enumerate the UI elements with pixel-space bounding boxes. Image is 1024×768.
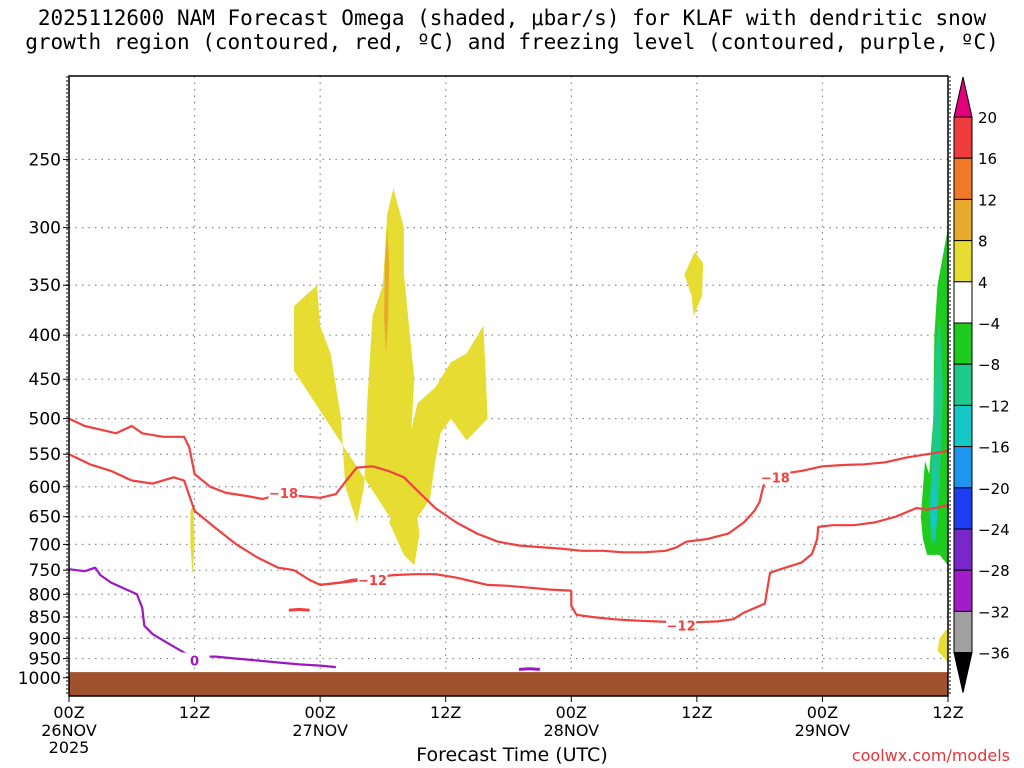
colorbar-label: −12 xyxy=(978,397,1010,415)
chart-title: 2025112600 NAM Forecast Omega (shaded, μ… xyxy=(0,6,1024,54)
colorbar-swatch xyxy=(953,157,973,200)
omega-region xyxy=(384,227,390,354)
colorbar-label: 16 xyxy=(978,150,997,168)
y-tick-label: 450 xyxy=(29,370,61,390)
y-tick-label: 800 xyxy=(29,585,61,605)
y-tick-label: 1000 xyxy=(18,669,61,689)
axes xyxy=(66,75,951,697)
title-line-1: 2025112600 NAM Forecast Omega (shaded, μ… xyxy=(37,6,987,30)
x-tick-label: 00Z xyxy=(556,703,587,722)
colorbar-label: 12 xyxy=(978,191,997,209)
contour-label: −12 xyxy=(667,620,696,635)
x-tick-label: 12Z xyxy=(179,703,210,722)
terrain-band xyxy=(69,672,948,696)
colorbar-top-arrow xyxy=(953,76,973,118)
contour-lines xyxy=(68,417,949,671)
y-tick-label: 350 xyxy=(29,276,61,296)
contour-label: −18 xyxy=(269,487,298,502)
x-tick-label: 12Z xyxy=(430,703,461,722)
colorbar-swatch xyxy=(953,198,973,242)
x-tick-date: 28NOV xyxy=(543,721,599,740)
y-tick-label: 750 xyxy=(29,561,61,581)
contour-fragment xyxy=(288,607,310,612)
y-tick-label: 650 xyxy=(29,508,61,528)
colorbar-label: −28 xyxy=(978,562,1010,580)
colorbar-label: 4 xyxy=(978,274,988,292)
colorbar-bottom-arrow xyxy=(953,652,973,693)
colorbar-swatch xyxy=(953,446,973,489)
x-axis-label: Forecast Time (UTC) xyxy=(416,744,608,766)
y-tick-label: 850 xyxy=(29,608,61,628)
colorbar-swatch xyxy=(953,363,973,406)
y-tick-label: 700 xyxy=(29,535,61,555)
contour-fragment xyxy=(518,667,540,671)
freezing-level-line xyxy=(68,566,336,669)
dgz-contour-line xyxy=(570,503,949,624)
dgz-contour-line xyxy=(68,453,572,592)
colorbar-swatch xyxy=(953,404,973,448)
y-tick-label: 400 xyxy=(29,326,61,346)
x-tick-date: 27NOV xyxy=(292,721,348,740)
terrain-fill xyxy=(69,672,948,696)
colorbar-swatch xyxy=(953,528,973,571)
y-tick-label: 300 xyxy=(29,219,61,239)
y-tick-label: 500 xyxy=(29,410,61,430)
omega-shading xyxy=(190,188,948,663)
x-tick-year: 2025 xyxy=(49,738,90,757)
colorbar-label: 20 xyxy=(978,109,997,127)
contour-label: −12 xyxy=(358,574,387,589)
contour-label-bg xyxy=(179,652,210,668)
grid-lines xyxy=(68,76,949,696)
colorbar-label: 8 xyxy=(978,233,988,251)
colorbar-swatch xyxy=(953,116,973,159)
x-tick-label: 00Z xyxy=(53,703,84,722)
colorbar-label: −8 xyxy=(978,356,1000,374)
y-tick-label: 600 xyxy=(29,478,61,498)
contour-labels: −18 −18 −12 −12 0 xyxy=(179,469,791,670)
x-tick-label: 12Z xyxy=(681,703,712,722)
title-line-2: growth region (contoured, red, ºC) and f… xyxy=(25,30,999,54)
colorbar-label: −32 xyxy=(978,603,1010,621)
y-tick-label: 950 xyxy=(29,650,61,670)
y-tick-label: 900 xyxy=(29,629,61,649)
colorbar-label: −24 xyxy=(978,521,1010,539)
contour-label-bg xyxy=(666,617,697,633)
colorbar-swatch xyxy=(953,610,973,654)
omega-region xyxy=(190,505,195,576)
x-tick-date: 26NOV xyxy=(41,721,97,740)
colorbar-swatch xyxy=(953,322,973,365)
colorbar-label: −20 xyxy=(978,480,1010,498)
x-tick-label: 00Z xyxy=(304,703,335,722)
colorbar-label: −4 xyxy=(978,315,1000,333)
colorbar-swatch xyxy=(953,569,973,612)
colorbar-label: −36 xyxy=(978,645,1010,663)
contour-label-bg xyxy=(268,484,299,500)
omega-region xyxy=(937,630,948,663)
contour-label-bg xyxy=(760,469,791,485)
x-tick-label: 00Z xyxy=(807,703,838,722)
colorbar-swatch xyxy=(953,281,973,324)
dgz-contour-line xyxy=(68,417,949,554)
omega-region xyxy=(931,461,938,545)
colorbar-label: −16 xyxy=(978,439,1010,457)
plot-frame xyxy=(68,75,949,697)
omega-region xyxy=(294,188,488,566)
x-tick-date: 29NOV xyxy=(795,721,851,740)
contour-label-bg xyxy=(357,572,388,588)
colorbar-swatch xyxy=(953,487,973,530)
colorbar-swatch xyxy=(953,240,973,283)
colorbar: 20 16 12 8 4 −4 −8 −12 −16 −20 −24 −28 −32 −36 xyxy=(953,76,1010,693)
credit-text: coolwx.com/models xyxy=(851,746,1010,765)
contour-label: 0 xyxy=(190,655,199,670)
y-tick-label: 550 xyxy=(29,445,61,465)
x-tick-label: 12Z xyxy=(932,703,963,722)
y-tick-label: 250 xyxy=(29,150,61,170)
omega-region xyxy=(684,251,704,316)
contour-label: −18 xyxy=(761,471,790,486)
y-tick-labels: 2503003504004505005506006507007508008509… xyxy=(18,150,69,689)
